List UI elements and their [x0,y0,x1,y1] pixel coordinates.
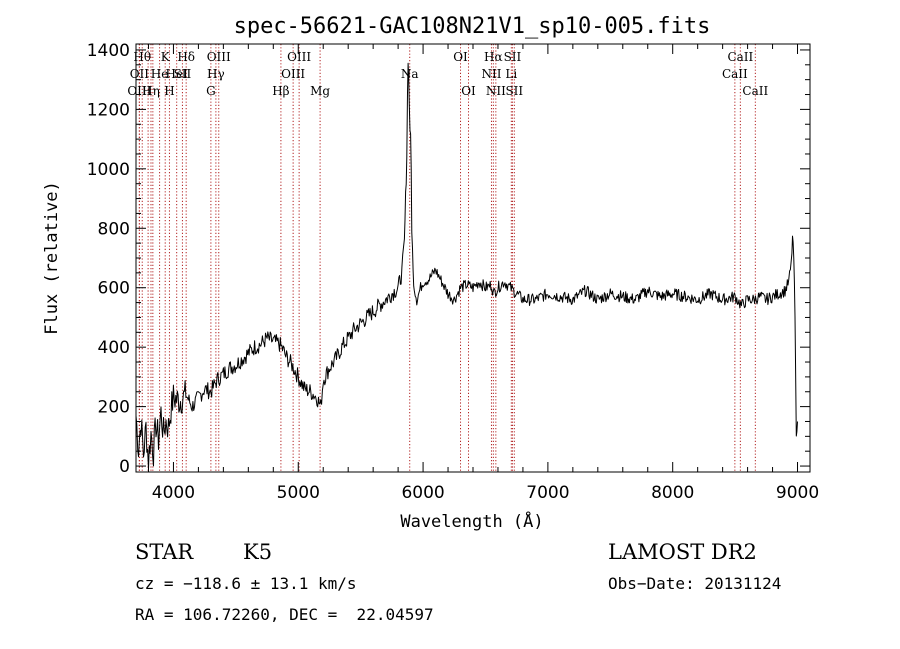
y-tick-label: 1200 [87,100,130,120]
radial-velocity: cz = −118.6 ± 13.1 km/s [135,574,357,593]
y-tick-label: 400 [98,338,130,358]
line-label: OII [130,67,150,81]
survey-name: LAMOST DR2 [608,540,757,564]
y-tick-label: 200 [98,398,130,418]
x-tick-label: 9000 [776,483,819,503]
y-tick-label: 1000 [87,160,130,180]
x-axis: 4000 5000 6000 7000 8000 9000 [147,44,819,503]
x-tick-label: 6000 [401,483,444,503]
x-tick-label: 8000 [651,483,694,503]
y-axis: 0 200 400 600 800 1000 1200 1400 [87,41,810,477]
line-label: Na [401,67,419,81]
line-label: OIII [281,67,305,81]
line-label: Hδ [177,50,195,64]
line-label: K [161,50,171,64]
sky-coordinates: RA = 106.72260, DEC = 22.04597 [135,605,434,624]
line-label: Mg [310,84,330,98]
line-label: H [164,84,174,98]
line-label: NII [481,67,501,81]
line-label: Hθ [133,50,151,64]
line-label: SII [174,67,192,81]
line-label: SII [504,50,522,64]
line-label: OIII [287,50,311,64]
line-label: HeI [166,67,189,81]
y-tick-label: 1400 [87,41,130,61]
spectral-line-markers [138,44,756,472]
line-label: Li [505,67,517,81]
spectrum-line [135,62,798,470]
object-class: STAR [135,540,194,564]
line-label: Hγ [207,67,225,81]
line-label: CaII [727,50,753,64]
x-tick-label: 7000 [526,483,569,503]
line-label: Hη [142,84,160,98]
line-label: OIII [127,84,151,98]
line-label: CaII [742,84,768,98]
observation-date: Obs−Date: 20131124 [608,574,782,593]
y-axis-label: Flux (relative) [42,181,62,335]
line-label: G [206,84,216,98]
spectral-line-labels: HθOIIOIIIHeHηKHHeISIIHδGHγOIIIHβOIIIOIII… [127,50,768,98]
line-label: CaII [722,67,748,81]
line-label: NII [486,84,506,98]
line-label: Hα [484,50,503,64]
y-tick-label: 800 [98,219,130,239]
y-tick-label: 600 [98,279,130,299]
x-tick-label: 5000 [277,483,320,503]
x-axis-label: Wavelength (Å) [400,510,543,532]
line-label: Hβ [272,84,289,98]
line-label: OI [461,84,476,98]
y-tick-label: 0 [119,457,130,477]
line-label: He [151,67,169,81]
x-tick-label: 4000 [152,483,195,503]
line-label: OIII [207,50,231,64]
plot-frame [135,43,811,473]
line-label: SII [505,84,523,98]
spectral-subclass: K5 [243,540,273,564]
chart-title: spec-56621-GAC108N21V1_sp10-005.fits [234,14,711,39]
line-label: OI [453,50,468,64]
